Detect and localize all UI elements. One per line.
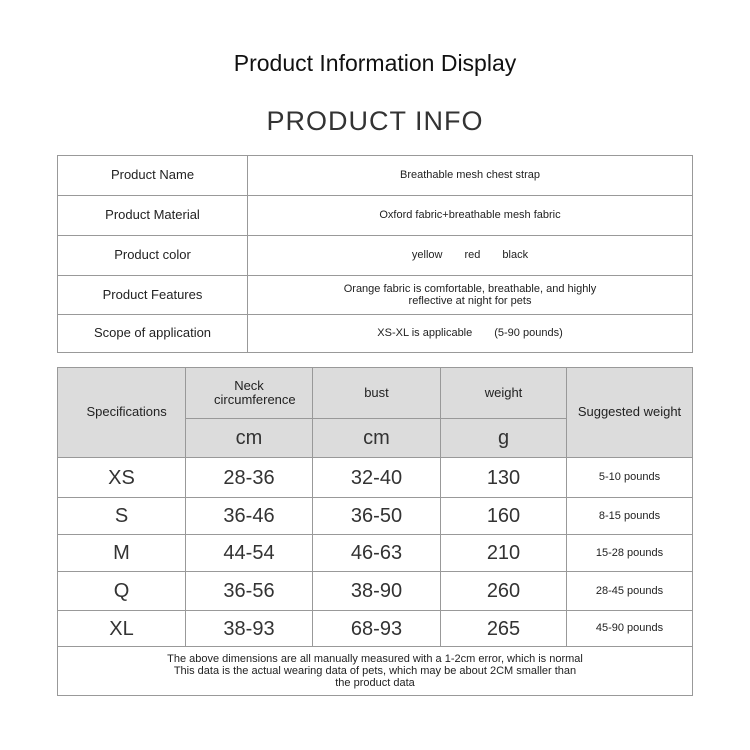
size-row-weight: 265 bbox=[440, 610, 567, 647]
size-row-size: M bbox=[57, 534, 186, 572]
info-label-text: Product Name bbox=[110, 167, 195, 183]
info-label: Product Features bbox=[57, 275, 248, 315]
size-row-neck-text: 38-93 bbox=[223, 617, 275, 640]
size-row-size: XL bbox=[57, 610, 186, 647]
size-row-size-text: S bbox=[114, 505, 129, 527]
size-row-size: S bbox=[57, 497, 186, 535]
size-row-neck-text: 44-54 bbox=[223, 542, 275, 564]
size-row-bust-text: 38-90 bbox=[350, 580, 403, 602]
info-label: Product color bbox=[57, 235, 248, 276]
header-weight-text: weight bbox=[484, 384, 523, 400]
info-value-text: Breathable mesh chest strap bbox=[399, 169, 541, 182]
size-row-suggested: 15-28 pounds bbox=[566, 534, 693, 572]
size-row-bust-text: 36-50 bbox=[350, 505, 403, 527]
size-row-weight: 130 bbox=[440, 457, 567, 498]
info-label-text: Product Material bbox=[105, 207, 200, 223]
info-label: Scope of application bbox=[57, 314, 248, 353]
size-row-neck: 28-36 bbox=[185, 457, 313, 498]
size-row-size-text: M bbox=[113, 542, 130, 564]
size-row-size: Q bbox=[57, 571, 186, 611]
size-row-weight-text: 260 bbox=[486, 580, 521, 602]
header-neck-text: Neck circumference bbox=[214, 377, 296, 407]
size-row-weight: 160 bbox=[440, 497, 567, 535]
header-weight-unit: g bbox=[440, 418, 567, 458]
header-weight: weight bbox=[440, 367, 567, 419]
size-row-bust: 46-63 bbox=[312, 534, 441, 572]
info-value: Breathable mesh chest strap bbox=[247, 155, 693, 196]
size-footer-text: The above dimensions are all manually me… bbox=[167, 652, 583, 665]
size-row-bust-text: 46-63 bbox=[350, 542, 403, 564]
info-value-text: yellow red black bbox=[411, 249, 529, 262]
size-row-suggested: 45-90 pounds bbox=[566, 610, 693, 647]
size-row-suggested-text: 5-10 pounds bbox=[598, 471, 661, 484]
info-value: Orange fabric is comfortable, breathable… bbox=[247, 275, 693, 315]
header-specifications-text: Specifications bbox=[86, 404, 167, 420]
size-row-bust: 36-50 bbox=[312, 497, 441, 535]
header-weight-unit-text: g bbox=[497, 427, 510, 449]
size-row-weight: 260 bbox=[440, 571, 567, 611]
header-neck-unit-text: cm bbox=[235, 427, 263, 449]
size-row-suggested-text: 28-45 pounds bbox=[595, 584, 664, 597]
page-title: Product Information Display bbox=[233, 50, 517, 76]
info-value-text: XS-XL is applicable (5-90 pounds) bbox=[377, 327, 563, 340]
info-label: Product Material bbox=[57, 195, 248, 236]
info-label-text: Scope of application bbox=[93, 325, 212, 341]
size-row-size: XS bbox=[57, 457, 186, 498]
header-bust: bust bbox=[312, 367, 441, 419]
size-row-bust-text: 68-93 bbox=[350, 617, 403, 640]
info-value: yellow red black bbox=[247, 235, 693, 276]
info-value-text: Orange fabric is comfortable, breathable… bbox=[343, 282, 600, 307]
size-row-size-text: XL bbox=[109, 617, 134, 640]
size-row-size-text: XS bbox=[108, 466, 135, 489]
info-value: Oxford fabric+breathable mesh fabric bbox=[247, 195, 693, 236]
size-row-size-text: Q bbox=[113, 580, 130, 602]
size-row-neck-text: 36-46 bbox=[223, 505, 275, 527]
size-row-suggested-text: 45-90 pounds bbox=[595, 622, 664, 635]
size-row-suggested: 28-45 pounds bbox=[566, 571, 693, 611]
size-row-weight-text: 265 bbox=[486, 617, 521, 640]
size-footer: The above dimensions are all manually me… bbox=[57, 646, 693, 696]
size-row-neck: 36-46 bbox=[185, 497, 313, 535]
size-row-bust-text: 32-40 bbox=[350, 466, 403, 489]
size-row-bust: 32-40 bbox=[312, 457, 441, 498]
header-neck-unit: cm bbox=[185, 418, 313, 458]
size-row-weight: 210 bbox=[440, 534, 567, 572]
size-row-neck-text: 36-56 bbox=[223, 580, 275, 602]
header-bust-unit: cm bbox=[312, 418, 441, 458]
section-title: PRODUCT INFO bbox=[266, 106, 484, 136]
header-suggested-weight-text: Suggested weight bbox=[577, 404, 682, 420]
header-bust-text: bust bbox=[364, 384, 389, 400]
size-row-weight-text: 130 bbox=[486, 466, 521, 489]
size-row-neck: 38-93 bbox=[185, 610, 313, 647]
size-footer-line2: This data is the actual wearing data of … bbox=[173, 664, 577, 690]
info-label-text: Product color bbox=[114, 247, 191, 263]
size-row-bust: 68-93 bbox=[312, 610, 441, 647]
size-row-suggested-text: 8-15 pounds bbox=[598, 509, 661, 522]
size-row-weight-text: 160 bbox=[486, 505, 521, 527]
size-row-suggested-text: 15-28 pounds bbox=[595, 546, 664, 559]
size-row-neck: 36-56 bbox=[185, 571, 313, 611]
size-row-suggested: 8-15 pounds bbox=[566, 497, 693, 535]
info-value-text: Oxford fabric+breathable mesh fabric bbox=[379, 209, 561, 222]
size-row-suggested: 5-10 pounds bbox=[566, 457, 693, 498]
size-row-bust: 38-90 bbox=[312, 571, 441, 611]
info-label: Product Name bbox=[57, 155, 248, 196]
header-suggested-weight: Suggested weight bbox=[566, 367, 693, 458]
info-value: XS-XL is applicable (5-90 pounds) bbox=[247, 314, 693, 353]
size-row-weight-text: 210 bbox=[486, 542, 521, 564]
size-row-neck-text: 28-36 bbox=[223, 466, 275, 489]
header-specifications: Specifications bbox=[57, 367, 186, 458]
info-label-text: Product Features bbox=[102, 286, 203, 302]
header-bust-unit-text: cm bbox=[363, 427, 390, 449]
size-row-neck: 44-54 bbox=[185, 534, 313, 572]
header-neck: Neck circumference bbox=[185, 367, 313, 419]
